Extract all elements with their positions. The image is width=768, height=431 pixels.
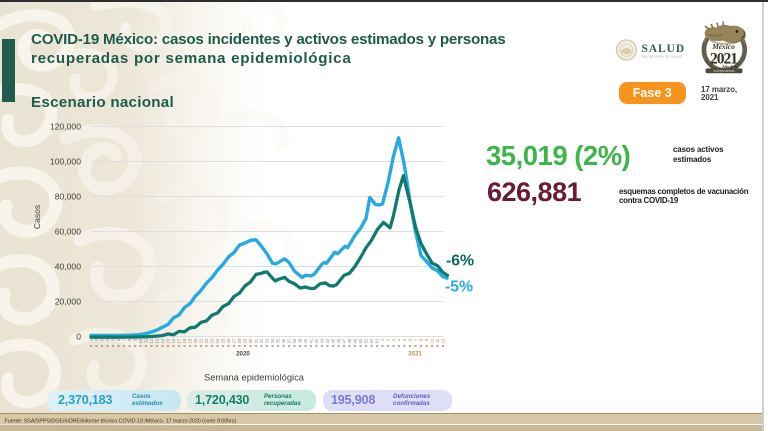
svg-text:40: 40	[303, 338, 308, 343]
svg-text:20: 20	[193, 338, 198, 343]
svg-text:4: 4	[396, 338, 401, 341]
svg-text:20,000: 20,000	[55, 297, 82, 307]
svg-text:18: 18	[182, 338, 187, 343]
svg-text:9: 9	[424, 338, 429, 341]
svg-text:26: 26	[226, 338, 231, 343]
svg-text:43: 43	[319, 338, 324, 343]
svg-text:-6%: -6%	[446, 253, 474, 270]
svg-text:13: 13	[154, 338, 159, 343]
svg-text:5: 5	[110, 338, 115, 341]
svg-text:33: 33	[264, 338, 269, 343]
svg-text:9: 9	[132, 338, 137, 341]
svg-text:12: 12	[149, 338, 154, 343]
svg-text:1: 1	[380, 338, 385, 341]
svg-text:8: 8	[127, 338, 132, 341]
svg-text:25: 25	[220, 338, 225, 343]
svg-text:4: 4	[105, 338, 110, 341]
svg-text:México: México	[711, 42, 735, 51]
svg-text:Fuente: SSA/SPPS/DGE/InDRE/Inf: Fuente: SSA/SPPS/DGE/InDRE/Informe técni…	[5, 418, 237, 424]
svg-text:27: 27	[231, 338, 236, 343]
svg-text:12: 12	[440, 338, 445, 343]
svg-text:23: 23	[209, 338, 214, 343]
svg-text:2: 2	[385, 338, 390, 341]
svg-text:14: 14	[160, 338, 165, 343]
svg-text:Semana epidemiológica: Semana epidemiológica	[204, 372, 305, 383]
svg-text:10: 10	[429, 338, 434, 343]
svg-text:Año de la: Año de la	[721, 64, 738, 69]
svg-text:48: 48	[347, 338, 352, 343]
svg-text:8: 8	[418, 338, 423, 341]
svg-text:53: 53	[374, 338, 379, 343]
svg-text:49: 49	[352, 338, 357, 343]
svg-text:0: 0	[76, 332, 81, 342]
svg-text:22: 22	[204, 338, 209, 343]
svg-text:34: 34	[270, 338, 275, 343]
svg-text:10: 10	[138, 338, 143, 343]
svg-text:52: 52	[369, 338, 374, 343]
svg-text:6: 6	[116, 338, 121, 341]
svg-text:-5%: -5%	[445, 278, 473, 295]
svg-text:38: 38	[292, 338, 297, 343]
svg-text:SALUD: SALUD	[642, 43, 686, 55]
svg-text:11: 11	[143, 338, 148, 343]
svg-text:31: 31	[253, 338, 258, 343]
svg-text:44: 44	[325, 338, 330, 343]
svg-text:41: 41	[308, 338, 313, 343]
svg-text:21: 21	[198, 338, 203, 343]
svg-text:80,000: 80,000	[55, 192, 82, 202]
svg-text:47: 47	[341, 338, 346, 343]
svg-text:3: 3	[99, 338, 104, 341]
svg-text:19: 19	[187, 338, 192, 343]
svg-text:5: 5	[402, 338, 407, 341]
svg-text:7: 7	[121, 338, 126, 341]
svg-text:30: 30	[248, 338, 253, 343]
svg-text:3: 3	[391, 338, 396, 341]
svg-text:36: 36	[281, 338, 286, 343]
svg-text:37: 37	[286, 338, 291, 343]
svg-text:7: 7	[413, 338, 418, 341]
svg-text:39: 39	[297, 338, 302, 343]
svg-text:120,000: 120,000	[50, 122, 81, 132]
svg-text:60,000: 60,000	[55, 227, 82, 237]
svg-text:16: 16	[171, 338, 176, 343]
svg-text:29: 29	[242, 338, 247, 343]
svg-text:51: 51	[363, 338, 368, 343]
svg-text:17: 17	[176, 338, 181, 343]
svg-text:15: 15	[165, 338, 170, 343]
svg-text:SECRETARÍA DE SALUD: SECRETARÍA DE SALUD	[642, 55, 683, 59]
svg-text:40,000: 40,000	[55, 262, 82, 272]
svg-text:46: 46	[336, 338, 341, 343]
svg-text:45: 45	[330, 338, 335, 343]
svg-text:Casos: Casos	[32, 205, 42, 229]
svg-text:2: 2	[94, 338, 99, 341]
svg-text:2021: 2021	[408, 351, 422, 358]
svg-text:2020: 2020	[236, 351, 250, 358]
svg-text:1: 1	[88, 338, 93, 341]
svg-text:Independencia: Independencia	[714, 69, 735, 73]
svg-text:11: 11	[435, 338, 440, 343]
svg-text:2021: 2021	[710, 51, 737, 68]
svg-text:42: 42	[314, 338, 319, 343]
svg-text:32: 32	[259, 338, 264, 343]
svg-text:100,000: 100,000	[50, 157, 81, 167]
svg-text:24: 24	[215, 338, 220, 343]
svg-text:50: 50	[358, 338, 363, 343]
svg-text:6: 6	[407, 338, 412, 341]
svg-text:28: 28	[237, 338, 242, 343]
svg-text:35: 35	[275, 338, 280, 343]
